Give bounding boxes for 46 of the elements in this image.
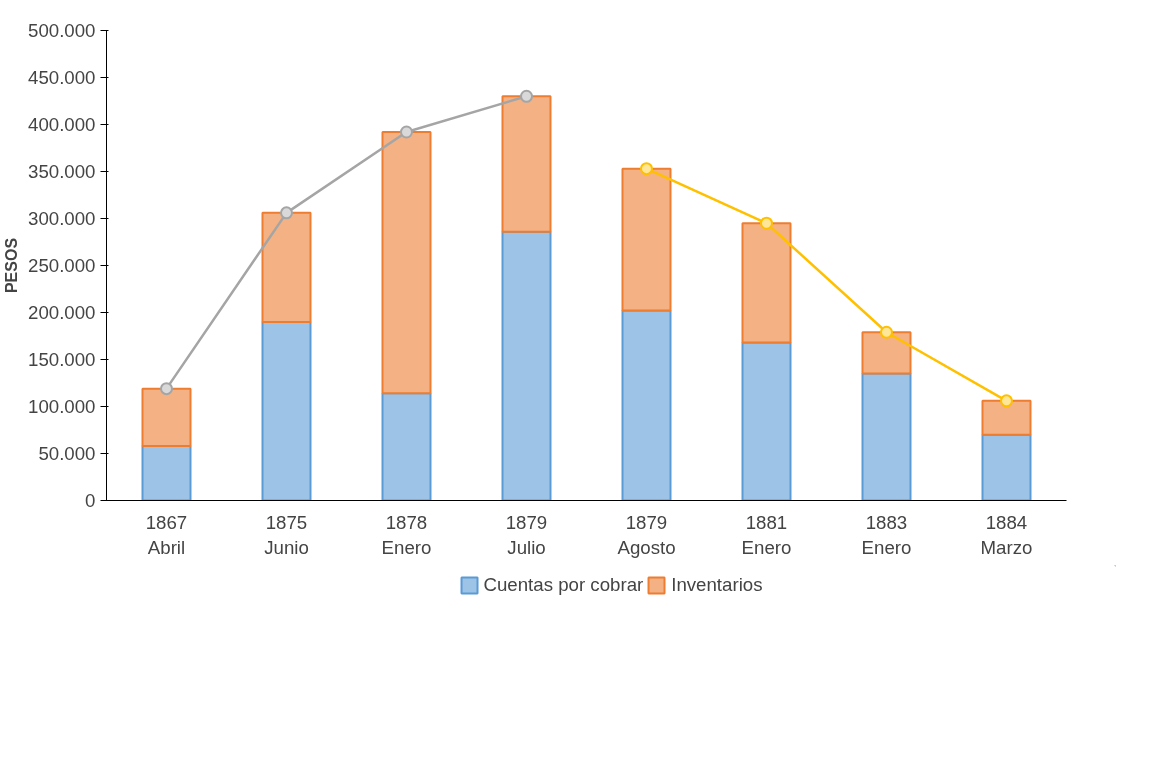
point (280, 206, 293, 220)
y-tick-label: 0 (85, 490, 96, 511)
x-tick-label: 1878 Enero (381, 511, 432, 558)
x-tick-label: 1884 Marzo (980, 511, 1033, 558)
x-tick-label: 1879 Agosto (617, 511, 676, 558)
bar (981, 433, 1032, 501)
x-tick-label: 1867 Abril (145, 511, 188, 558)
bar (381, 131, 432, 395)
y-tick-label: 300.000 (28, 208, 96, 229)
bar (141, 387, 192, 447)
point (520, 89, 533, 103)
x-tick-label: 1875 Junio (264, 511, 309, 558)
bar (741, 341, 792, 501)
point (400, 125, 413, 139)
bar (861, 372, 912, 501)
point (640, 162, 653, 176)
bar (501, 95, 552, 233)
y-axis-title: PESOS (3, 237, 21, 294)
y-tick-label: 250.000 (28, 255, 96, 276)
bar (381, 392, 432, 501)
x-tick-label: 1881 Enero (741, 511, 792, 558)
x-tick-label: 1879 Julio (505, 511, 548, 558)
bar (501, 230, 552, 501)
bar (741, 222, 792, 344)
bar (981, 399, 1032, 436)
y-tick-label: 350.000 (28, 161, 96, 182)
legend-label: Inventarios (671, 574, 763, 596)
bar (141, 444, 192, 501)
bar (861, 331, 912, 375)
y-tick-label: 500.000 (28, 20, 96, 41)
legend-label: Cuentas por cobrar (483, 574, 644, 596)
bar (621, 309, 672, 501)
y-tick-label: 400.000 (28, 114, 96, 135)
point (760, 216, 773, 230)
x-tick-label: 1883 Enero (861, 511, 912, 558)
point (1000, 394, 1013, 408)
y-tick-label: 200.000 (28, 302, 96, 323)
y-tick-label: 50.000 (38, 443, 96, 464)
y-tick-label: 100.000 (28, 396, 96, 417)
point (160, 382, 173, 396)
bar (621, 167, 672, 312)
point (880, 325, 893, 339)
y-tick-label: 150.000 (28, 349, 96, 370)
bar (261, 320, 312, 501)
bar (261, 211, 312, 323)
y-tick-label: 450.000 (28, 67, 96, 88)
